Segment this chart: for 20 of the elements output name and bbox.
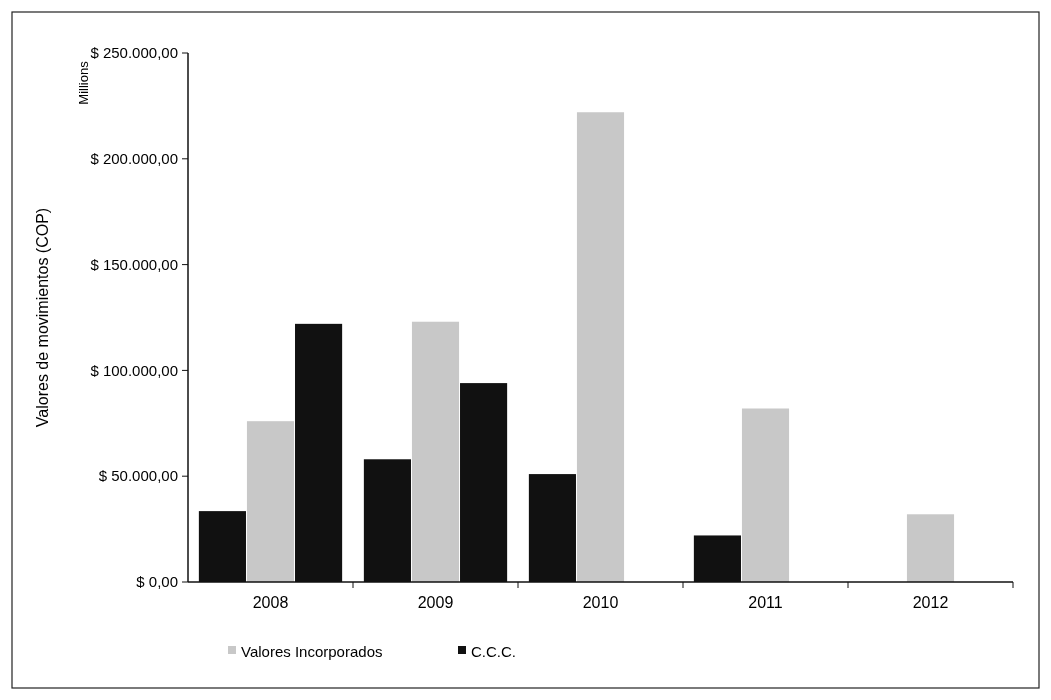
x-tick-label: 2009	[417, 594, 454, 611]
bar	[246, 421, 295, 582]
bar	[576, 112, 625, 582]
y-tick-label: $ 250.000,00	[90, 44, 178, 62]
y-tick-label: $ 50.000,00	[98, 467, 178, 485]
bar	[411, 321, 460, 582]
x-tick-label: 2008	[252, 594, 289, 611]
y-tick-label: $ 100.000,00	[90, 361, 178, 379]
y-tick-label: $ 0,00	[136, 573, 178, 591]
legend-label: Valores Incorporados	[241, 642, 383, 660]
bar	[741, 408, 790, 582]
y-axis-title: Valores de movimientos (COP)	[34, 207, 51, 428]
legend-label: C.C.C.	[471, 642, 516, 660]
bar	[906, 514, 955, 582]
x-tick-label: 2011	[748, 594, 783, 611]
y-tick-label: $ 200.000,00	[90, 150, 178, 168]
y-tick-label: $ 150.000,00	[90, 255, 178, 273]
x-tick-label: 2012	[912, 594, 949, 611]
x-tick-label: 2010	[582, 594, 619, 611]
text: Millions	[76, 60, 91, 105]
